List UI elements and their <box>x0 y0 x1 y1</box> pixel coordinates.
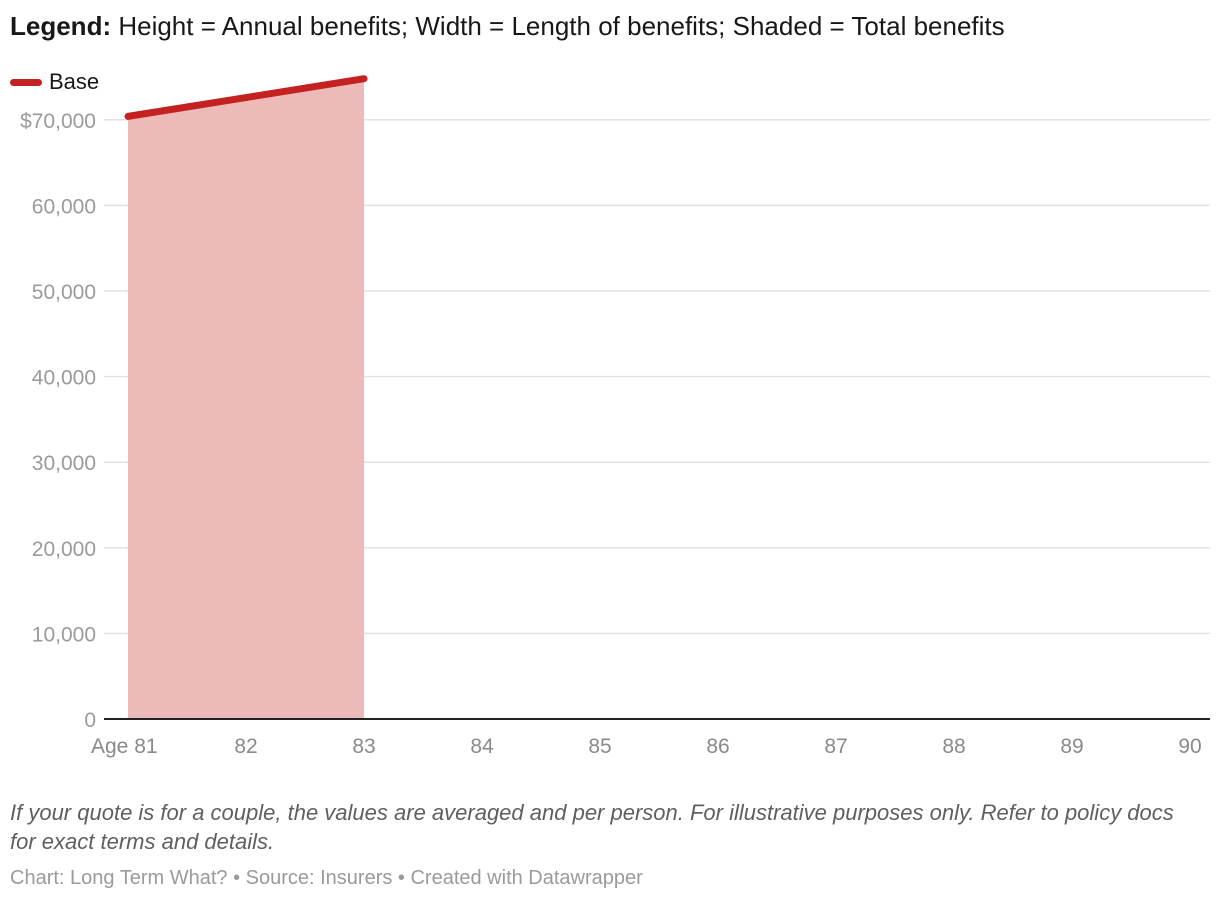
y-tick-label: 40,000 <box>32 367 96 390</box>
series-key-label: Base <box>49 69 100 94</box>
x-tick-label: 84 <box>470 735 494 758</box>
series-area-base <box>128 78 364 720</box>
chart-notes: If your quote is for a couple, the value… <box>10 800 1174 854</box>
x-tick-label: 85 <box>588 735 611 758</box>
y-tick-label: 50,000 <box>32 281 96 304</box>
series-line-base <box>124 75 368 120</box>
x-tick-label: 86 <box>706 735 729 758</box>
x-tick-label: 88 <box>942 735 965 758</box>
legend-title: Legend: Height = Annual benefits; Width … <box>10 10 1005 42</box>
chart-credits: Chart: Long Term What? • Source: Insurer… <box>10 867 643 889</box>
x-tick-label: 89 <box>1060 735 1083 758</box>
legend-text: Height = Annual benefits; Width = Length… <box>111 11 1005 41</box>
y-tick-label: 30,000 <box>32 452 96 475</box>
series-key-swatch <box>10 78 42 86</box>
chart-plot: 0 10,000 20,000 30,000 40,000 50,000 60,000 $70… <box>20 75 1210 758</box>
y-tick-label: $70,000 <box>20 110 96 133</box>
y-tick-label: 0 <box>84 709 96 732</box>
x-tick-label: 82 <box>234 735 257 758</box>
y-tick-label: 10,000 <box>32 623 96 646</box>
x-tick-label: Age 81 <box>91 735 158 758</box>
y-tick-label: 20,000 <box>32 538 96 561</box>
y-tick-label: 60,000 <box>32 195 96 218</box>
legend-label: Legend: <box>10 11 112 41</box>
series-key: Base <box>10 68 99 96</box>
x-tick-label: 83 <box>352 735 375 758</box>
x-tick-label: 90 <box>1178 735 1201 758</box>
x-tick-label: 87 <box>824 735 847 758</box>
